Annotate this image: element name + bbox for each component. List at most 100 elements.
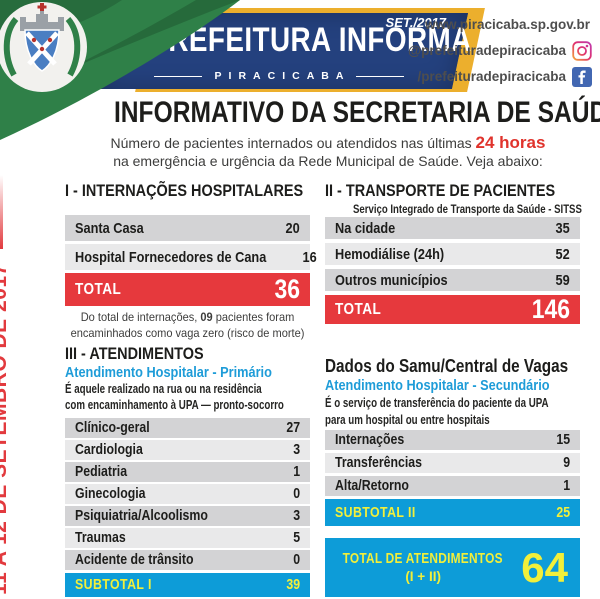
subtitle-line-left <box>154 75 202 77</box>
banner-title: PREFEITURA INFORMA <box>114 21 471 60</box>
facebook-link[interactable]: /prefeituradepiracicaba <box>408 65 592 88</box>
total-atendimentos-value: 64 <box>521 543 568 591</box>
table-row: Santa Casa 20 <box>65 215 310 241</box>
row-value: 52 <box>555 245 570 263</box>
table-row: Ginecologia 0 <box>65 484 310 504</box>
banner-edition: SET./2017 <box>385 15 446 30</box>
subtotal-label: SUBTOTAL I <box>75 577 152 593</box>
section-atendimentos-heading: III - ATENDIMENTOS <box>65 344 204 363</box>
instagram-link[interactable]: @prefeituradepiracicaba <box>408 39 592 62</box>
banner-subtitle: PIRACICABA <box>214 70 351 82</box>
transporte-table: Na cidade 35 Hemodiálise (24h) 52 Outros… <box>325 217 580 324</box>
piracicaba-flag <box>0 0 240 140</box>
row-label: Outros municípios <box>335 271 448 289</box>
total-row: TOTAL 36 <box>65 273 310 306</box>
row-value: 0 <box>293 486 300 502</box>
facebook-handle: /prefeituradepiracicaba <box>417 69 566 84</box>
website-link[interactable]: www.piracicaba.sp.gov.br <box>408 13 592 36</box>
total-label: TOTAL <box>335 300 382 318</box>
facebook-icon <box>572 66 592 87</box>
page-title-text: INFORMATIVO DA SECRETARIA DE SAÚDE <box>113 96 600 129</box>
total-atendimentos-box: TOTAL DE ATENDIMENTOS (I + II) 64 <box>325 538 580 597</box>
table-row: Hospital Fornecedores de Cana 16 <box>65 244 317 270</box>
row-value: 20 <box>285 219 300 237</box>
total-label: TOTAL <box>75 280 122 298</box>
date-rail: 11 A 12 DE SETEMBRO DE 2017 <box>0 175 432 595</box>
row-value: 5 <box>293 530 300 546</box>
intro-text: Número de pacientes internados ou atendi… <box>58 134 598 170</box>
subtotal-value: 25 <box>556 504 570 521</box>
row-label: Traumas <box>75 530 126 546</box>
row-label: Na cidade <box>335 219 396 237</box>
samu-table: Internações 15 Transferências 9 Alta/Ret… <box>325 430 580 526</box>
row-value: 3 <box>293 508 300 524</box>
total-value: 36 <box>274 274 300 304</box>
instagram-icon <box>572 40 592 61</box>
row-value: 3 <box>293 442 300 458</box>
row-label: Cardiologia <box>75 442 143 458</box>
table-row: Clínico-geral 27 <box>65 418 310 438</box>
table-row: Alta/Retorno 1 <box>325 476 580 496</box>
row-value: 59 <box>555 271 570 289</box>
date-accent-line <box>0 175 3 250</box>
report-date: 11 A 12 DE SETEMBRO DE 2017 <box>0 175 12 595</box>
subtotal-label: SUBTOTAL II <box>335 504 416 521</box>
banner-title-text: PREFEITURA INFORMA <box>149 21 472 59</box>
website-text: www.piracicaba.sp.gov.br <box>424 17 590 32</box>
samu-subheading: Atendimento Hospitalar - Secundário <box>325 377 550 394</box>
table-row: Pediatria 1 <box>65 462 310 482</box>
total-atendimentos-label: TOTAL DE ATENDIMENTOS (I + II) <box>343 551 504 584</box>
table-row: Psiquiatria/Alcoolismo 3 <box>65 506 310 526</box>
section-internacoes-heading: I - INTERNAÇÕES HOSPITALARES <box>65 181 304 200</box>
samu-description: É o serviço de transferência do paciente… <box>325 396 549 427</box>
header-banner: PREFEITURA INFORMA SET./2017 PIRACICABA <box>99 8 485 92</box>
section-transporte-heading: II - TRANSPORTE DE PACIENTES <box>325 181 556 200</box>
internacoes-table: Santa Casa 20 Hospital Fornecedores de C… <box>65 215 317 306</box>
atendimentos-table: Clínico-geral 27 Cardiologia 3 Pediatria… <box>65 418 310 597</box>
row-label: Hospital Fornecedores de Cana <box>75 248 267 266</box>
atendimentos-description: É aquele realizado na rua ou na residênc… <box>65 382 284 412</box>
subtotal-row: SUBTOTAL I 39 <box>65 573 310 597</box>
table-row: Outros municípios 59 <box>325 269 580 291</box>
table-row: Internações 15 <box>325 430 580 450</box>
table-row: Cardiologia 3 <box>65 440 310 460</box>
subtotal-value: 39 <box>286 577 300 593</box>
row-label: Ginecologia <box>75 486 146 502</box>
intro-line1: Número de pacientes internados ou atendi… <box>110 135 476 151</box>
banner-subtitle-row: PIRACICABA <box>154 70 405 82</box>
row-label: Internações <box>335 432 405 448</box>
row-label: Transferências <box>335 455 423 471</box>
row-label: Clínico-geral <box>75 420 150 436</box>
section-samu-heading: Dados do Samu/Central de Vagas <box>325 356 569 376</box>
internacoes-note: Do total de internações, 09 pacientes fo… <box>70 310 305 340</box>
subtotal-row: SUBTOTAL II 25 <box>325 499 580 526</box>
note-bold-number: 09 <box>200 310 213 324</box>
table-row: Na cidade 35 <box>325 217 580 239</box>
row-label: Acidente de trânsito <box>75 552 194 568</box>
row-value: 1 <box>293 464 300 480</box>
row-label: Alta/Retorno <box>335 478 409 494</box>
instagram-handle: @prefeituradepiracicaba <box>408 43 566 58</box>
table-row: Acidente de trânsito 0 <box>65 550 310 570</box>
table-row: Transferências 9 <box>325 453 580 473</box>
table-row: Traumas 5 <box>65 528 310 548</box>
coat-of-arms <box>3 3 81 77</box>
subtitle-line-right <box>356 75 405 77</box>
row-value: 15 <box>556 432 570 448</box>
row-value: 16 <box>302 248 317 266</box>
intro-highlight-24-horas: 24 horas <box>475 133 546 152</box>
intro-line2: na emergência e urgência da Rede Municip… <box>113 153 543 169</box>
row-value: 1 <box>563 478 570 494</box>
row-label: Santa Casa <box>75 219 144 237</box>
total-value: 146 <box>531 294 570 324</box>
row-value: 0 <box>293 552 300 568</box>
social-links: www.piracicaba.sp.gov.br @prefeituradepi… <box>408 13 592 91</box>
row-value: 35 <box>555 219 570 237</box>
row-value: 27 <box>286 420 300 436</box>
atendimentos-subheading: Atendimento Hospitalar - Primário <box>65 364 272 381</box>
transporte-subheading: Serviço Integrado de Transporte da Saúde… <box>353 202 582 216</box>
row-label: Psiquiatria/Alcoolismo <box>75 508 208 524</box>
row-value: 9 <box>563 455 570 471</box>
page-title: INFORMATIVO DA SECRETARIA DE SAÚDE <box>58 96 600 130</box>
